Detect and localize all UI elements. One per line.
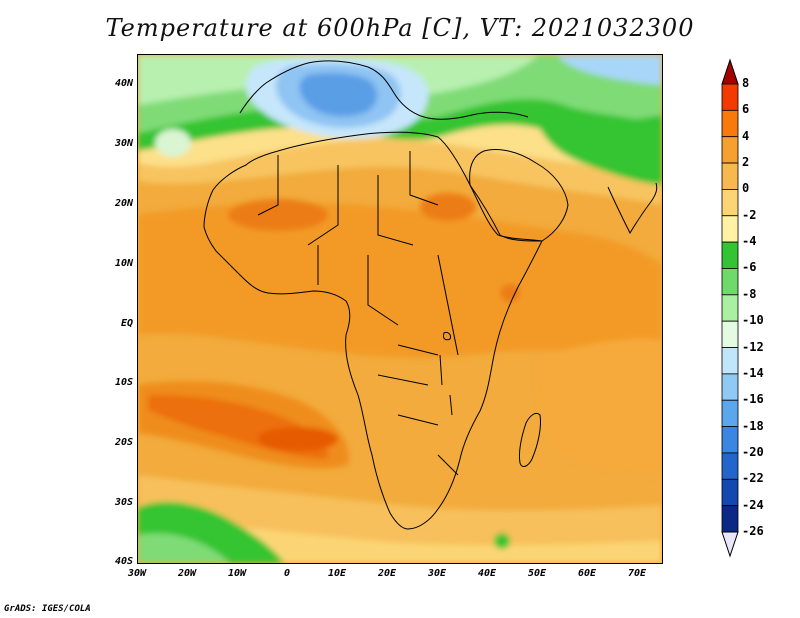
lat-label-30n: 30N bbox=[114, 138, 133, 149]
lat-label-eq: EQ bbox=[120, 318, 133, 329]
lon-label-70e: 70E bbox=[627, 568, 647, 579]
colorbar-segment bbox=[721, 189, 739, 217]
lakes bbox=[439, 332, 453, 416]
colorbar-bottom-arrow bbox=[721, 531, 739, 558]
lon-label-20e: 20E bbox=[377, 568, 397, 579]
colorbar-tick-label: -12 bbox=[742, 339, 764, 354]
colorbar-tick-label: -16 bbox=[742, 392, 764, 407]
colorbar-segment bbox=[721, 162, 739, 190]
colorbar-segment bbox=[721, 399, 739, 427]
lat-label-40s: 40S bbox=[114, 556, 133, 567]
colorbar-tick-label: -14 bbox=[742, 365, 764, 380]
colorbar-segment bbox=[721, 241, 739, 269]
colorbar-tick-label: -2 bbox=[742, 207, 757, 222]
country-borders bbox=[257, 151, 459, 476]
field-hot-core bbox=[258, 427, 338, 451]
field-hot-sahara-west bbox=[228, 199, 328, 231]
colorbar-segment bbox=[721, 505, 739, 533]
colorbar-top-arrow bbox=[721, 58, 739, 85]
chart-title: Temperature at 600hPa [C], VT: 202103230… bbox=[105, 14, 695, 42]
colorbar-segment bbox=[721, 109, 739, 138]
colorbar-tick-label: -6 bbox=[742, 260, 757, 275]
colorbar-segment bbox=[721, 426, 739, 454]
colorbar-tick-label: 8 bbox=[742, 76, 750, 90]
arabia-outline bbox=[469, 149, 569, 242]
colorbar-tick-label: -18 bbox=[742, 418, 764, 433]
temperature-map bbox=[137, 54, 663, 564]
field-indian-ocean bbox=[537, 338, 662, 475]
lat-label-10s: 10S bbox=[114, 377, 133, 388]
colorbar-tick-label: 0 bbox=[742, 181, 750, 196]
africa-outline bbox=[203, 131, 543, 530]
colorbar-segment bbox=[721, 268, 739, 296]
colorbar-segment bbox=[721, 215, 739, 243]
map-canvas bbox=[138, 55, 662, 563]
colorbar-tick-label: -26 bbox=[742, 524, 764, 538]
colorbar-segment bbox=[721, 478, 739, 507]
lon-label-60e: 60E bbox=[577, 568, 597, 579]
lat-label-20n: 20N bbox=[114, 198, 133, 209]
coastlines bbox=[203, 60, 658, 530]
lat-label-30s: 30S bbox=[114, 497, 133, 508]
colorbar-tick-label: -22 bbox=[742, 471, 764, 486]
colorbar-tick-label: 2 bbox=[742, 155, 750, 170]
colorbar-tick-label: 4 bbox=[742, 128, 750, 143]
lon-label-20w: 20W bbox=[177, 568, 197, 579]
lat-label-10n: 10N bbox=[114, 258, 133, 269]
colorbar-tick-label: -20 bbox=[742, 444, 764, 459]
lon-label-50e: 50E bbox=[527, 568, 547, 579]
colorbar-segment bbox=[721, 320, 739, 348]
lon-label-10e: 10E bbox=[327, 568, 347, 579]
field-green-sw-light bbox=[138, 533, 230, 563]
colorbar-segment bbox=[721, 83, 739, 111]
field-cold-nw bbox=[155, 129, 191, 157]
lon-label-10w: 10W bbox=[227, 568, 247, 579]
field-cold bbox=[299, 73, 378, 117]
lon-label-40e: 40E bbox=[477, 568, 497, 579]
lon-label-30w: 30W bbox=[127, 568, 147, 579]
lon-label-0: 0 bbox=[283, 568, 291, 579]
colorbar-segment bbox=[721, 373, 739, 401]
colorbar bbox=[721, 58, 739, 558]
footer-credit: GrADS: IGES/COLA bbox=[4, 604, 91, 614]
colorbar-segment bbox=[721, 294, 739, 322]
field-hot-sudan bbox=[420, 193, 476, 221]
lon-label-30e: 30E bbox=[427, 568, 447, 579]
field-cold-ne bbox=[558, 55, 662, 85]
lat-label-40n: 40N bbox=[114, 78, 133, 89]
colorbar-segment bbox=[721, 136, 739, 164]
field-warm-central bbox=[138, 203, 662, 358]
field-hot-ethiopia bbox=[500, 284, 520, 302]
europe-coast bbox=[239, 60, 529, 120]
colorbar-tick-label: -24 bbox=[742, 497, 764, 512]
colorbar-tick-label: -8 bbox=[742, 286, 757, 301]
lat-label-20s: 20S bbox=[114, 437, 133, 448]
field-green-east bbox=[538, 115, 662, 185]
colorbar-segment bbox=[721, 347, 739, 375]
madagascar-outline bbox=[519, 412, 541, 467]
colorbar-tick-label: -10 bbox=[742, 313, 764, 328]
india-coast bbox=[607, 182, 658, 235]
colorbar-segment bbox=[721, 452, 739, 480]
colorbar-tick-label: -4 bbox=[742, 234, 757, 249]
field-green-spot bbox=[494, 533, 510, 549]
colorbar-tick-label: 6 bbox=[742, 102, 750, 117]
